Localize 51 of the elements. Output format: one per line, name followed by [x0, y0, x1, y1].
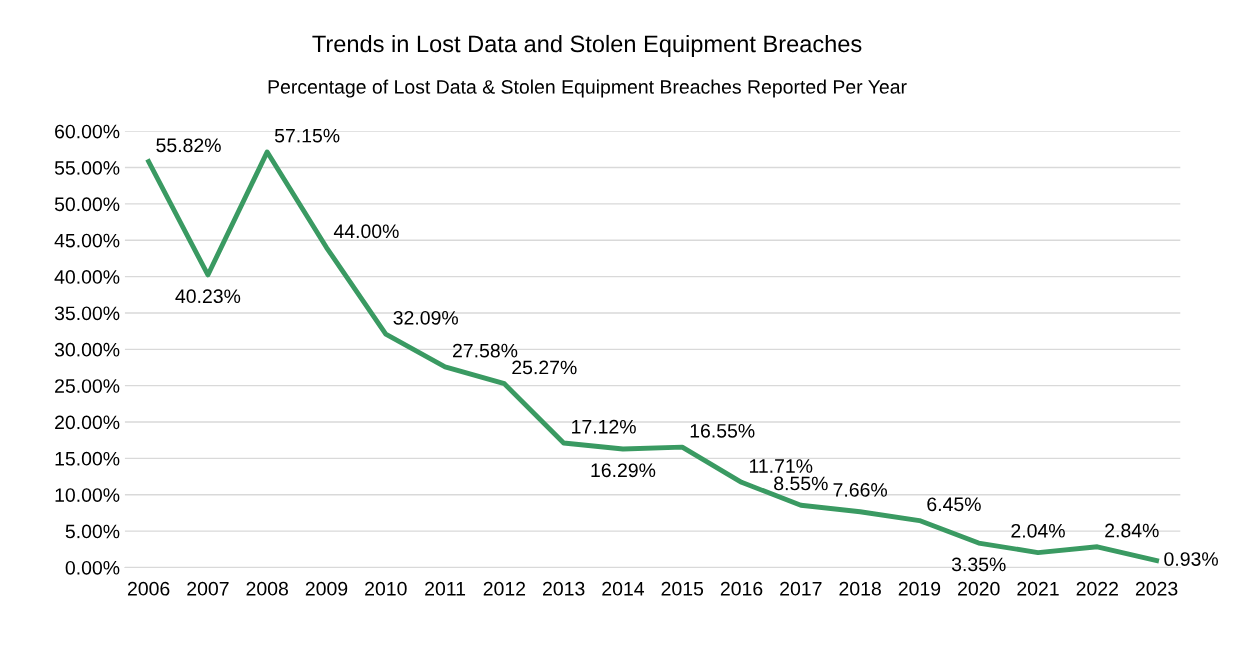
data-label: 17.12% [572, 419, 636, 434]
data-label: 44.00% [333, 224, 399, 239]
y-tick-label: 40.00% [54, 270, 120, 284]
data-label: 25.27% [512, 360, 577, 375]
x-tick-label: 2009 [305, 581, 348, 596]
data-label: 40.23% [175, 289, 241, 304]
x-tick-label: 2023 [1135, 581, 1178, 596]
y-tick-label: 30.00% [54, 342, 120, 357]
x-tick-label: 2010 [365, 581, 407, 596]
y-tick-label: 35.00% [54, 306, 120, 321]
x-tick-label: 2019 [898, 581, 941, 596]
y-tick-label: 20.00% [55, 415, 120, 430]
data-label: 3.35% [951, 557, 1006, 572]
x-tick-label: 2021 [1017, 581, 1059, 596]
data-label: 2.84% [1105, 523, 1159, 538]
y-tick-label: 60.00% [55, 124, 120, 139]
x-tick-label: 2014 [602, 581, 645, 596]
data-label: 2.04% [1011, 523, 1065, 538]
data-label: 16.55% [690, 423, 755, 438]
x-tick-label: 2016 [720, 581, 763, 596]
x-tick-label: 2018 [839, 581, 881, 596]
chart-title: Trends in Lost Data and Stolen Equipment Breaches [312, 34, 862, 57]
x-tick-label: 2022 [1076, 581, 1118, 596]
y-tick-label: 55.00% [54, 161, 120, 175]
data-label: 27.58% [453, 343, 518, 358]
y-tick-label: 45.00% [54, 233, 120, 248]
x-tick-label: 2006 [127, 581, 170, 596]
x-tick-label: 2017 [780, 581, 822, 596]
y-tick-label: 5.00% [65, 524, 120, 539]
data-label: 11.71% [749, 459, 813, 473]
data-label: 8.55% [774, 476, 828, 491]
x-tick-label: 2020 [958, 581, 1000, 596]
y-tick-label: 50.00% [54, 197, 120, 212]
data-label: 6.45% [927, 497, 981, 512]
data-label: 57.15% [274, 128, 340, 143]
chart-subtitle: Percentage of Lost Data & Stolen Equipment Breaches Reported Per Year [268, 79, 907, 98]
x-tick-label: 2015 [661, 581, 704, 596]
data-label: 32.09% [393, 310, 458, 325]
y-tick-label: 10.00% [55, 488, 120, 502]
data-label: 0.93% [1164, 552, 1218, 566]
data-label: 16.29% [591, 463, 656, 478]
y-tick-label: 0.00% [65, 560, 120, 575]
x-tick-label: 2011 [425, 581, 466, 596]
x-tick-label: 2012 [483, 581, 526, 596]
x-tick-label: 2007 [187, 581, 229, 596]
y-tick-label: 25.00% [55, 379, 120, 393]
y-tick-label: 15.00% [55, 451, 120, 466]
x-tick-label: 2013 [543, 581, 585, 596]
data-label: 55.82% [156, 138, 221, 153]
x-tick-label: 2008 [246, 581, 288, 596]
data-label: 7.66% [833, 483, 887, 497]
